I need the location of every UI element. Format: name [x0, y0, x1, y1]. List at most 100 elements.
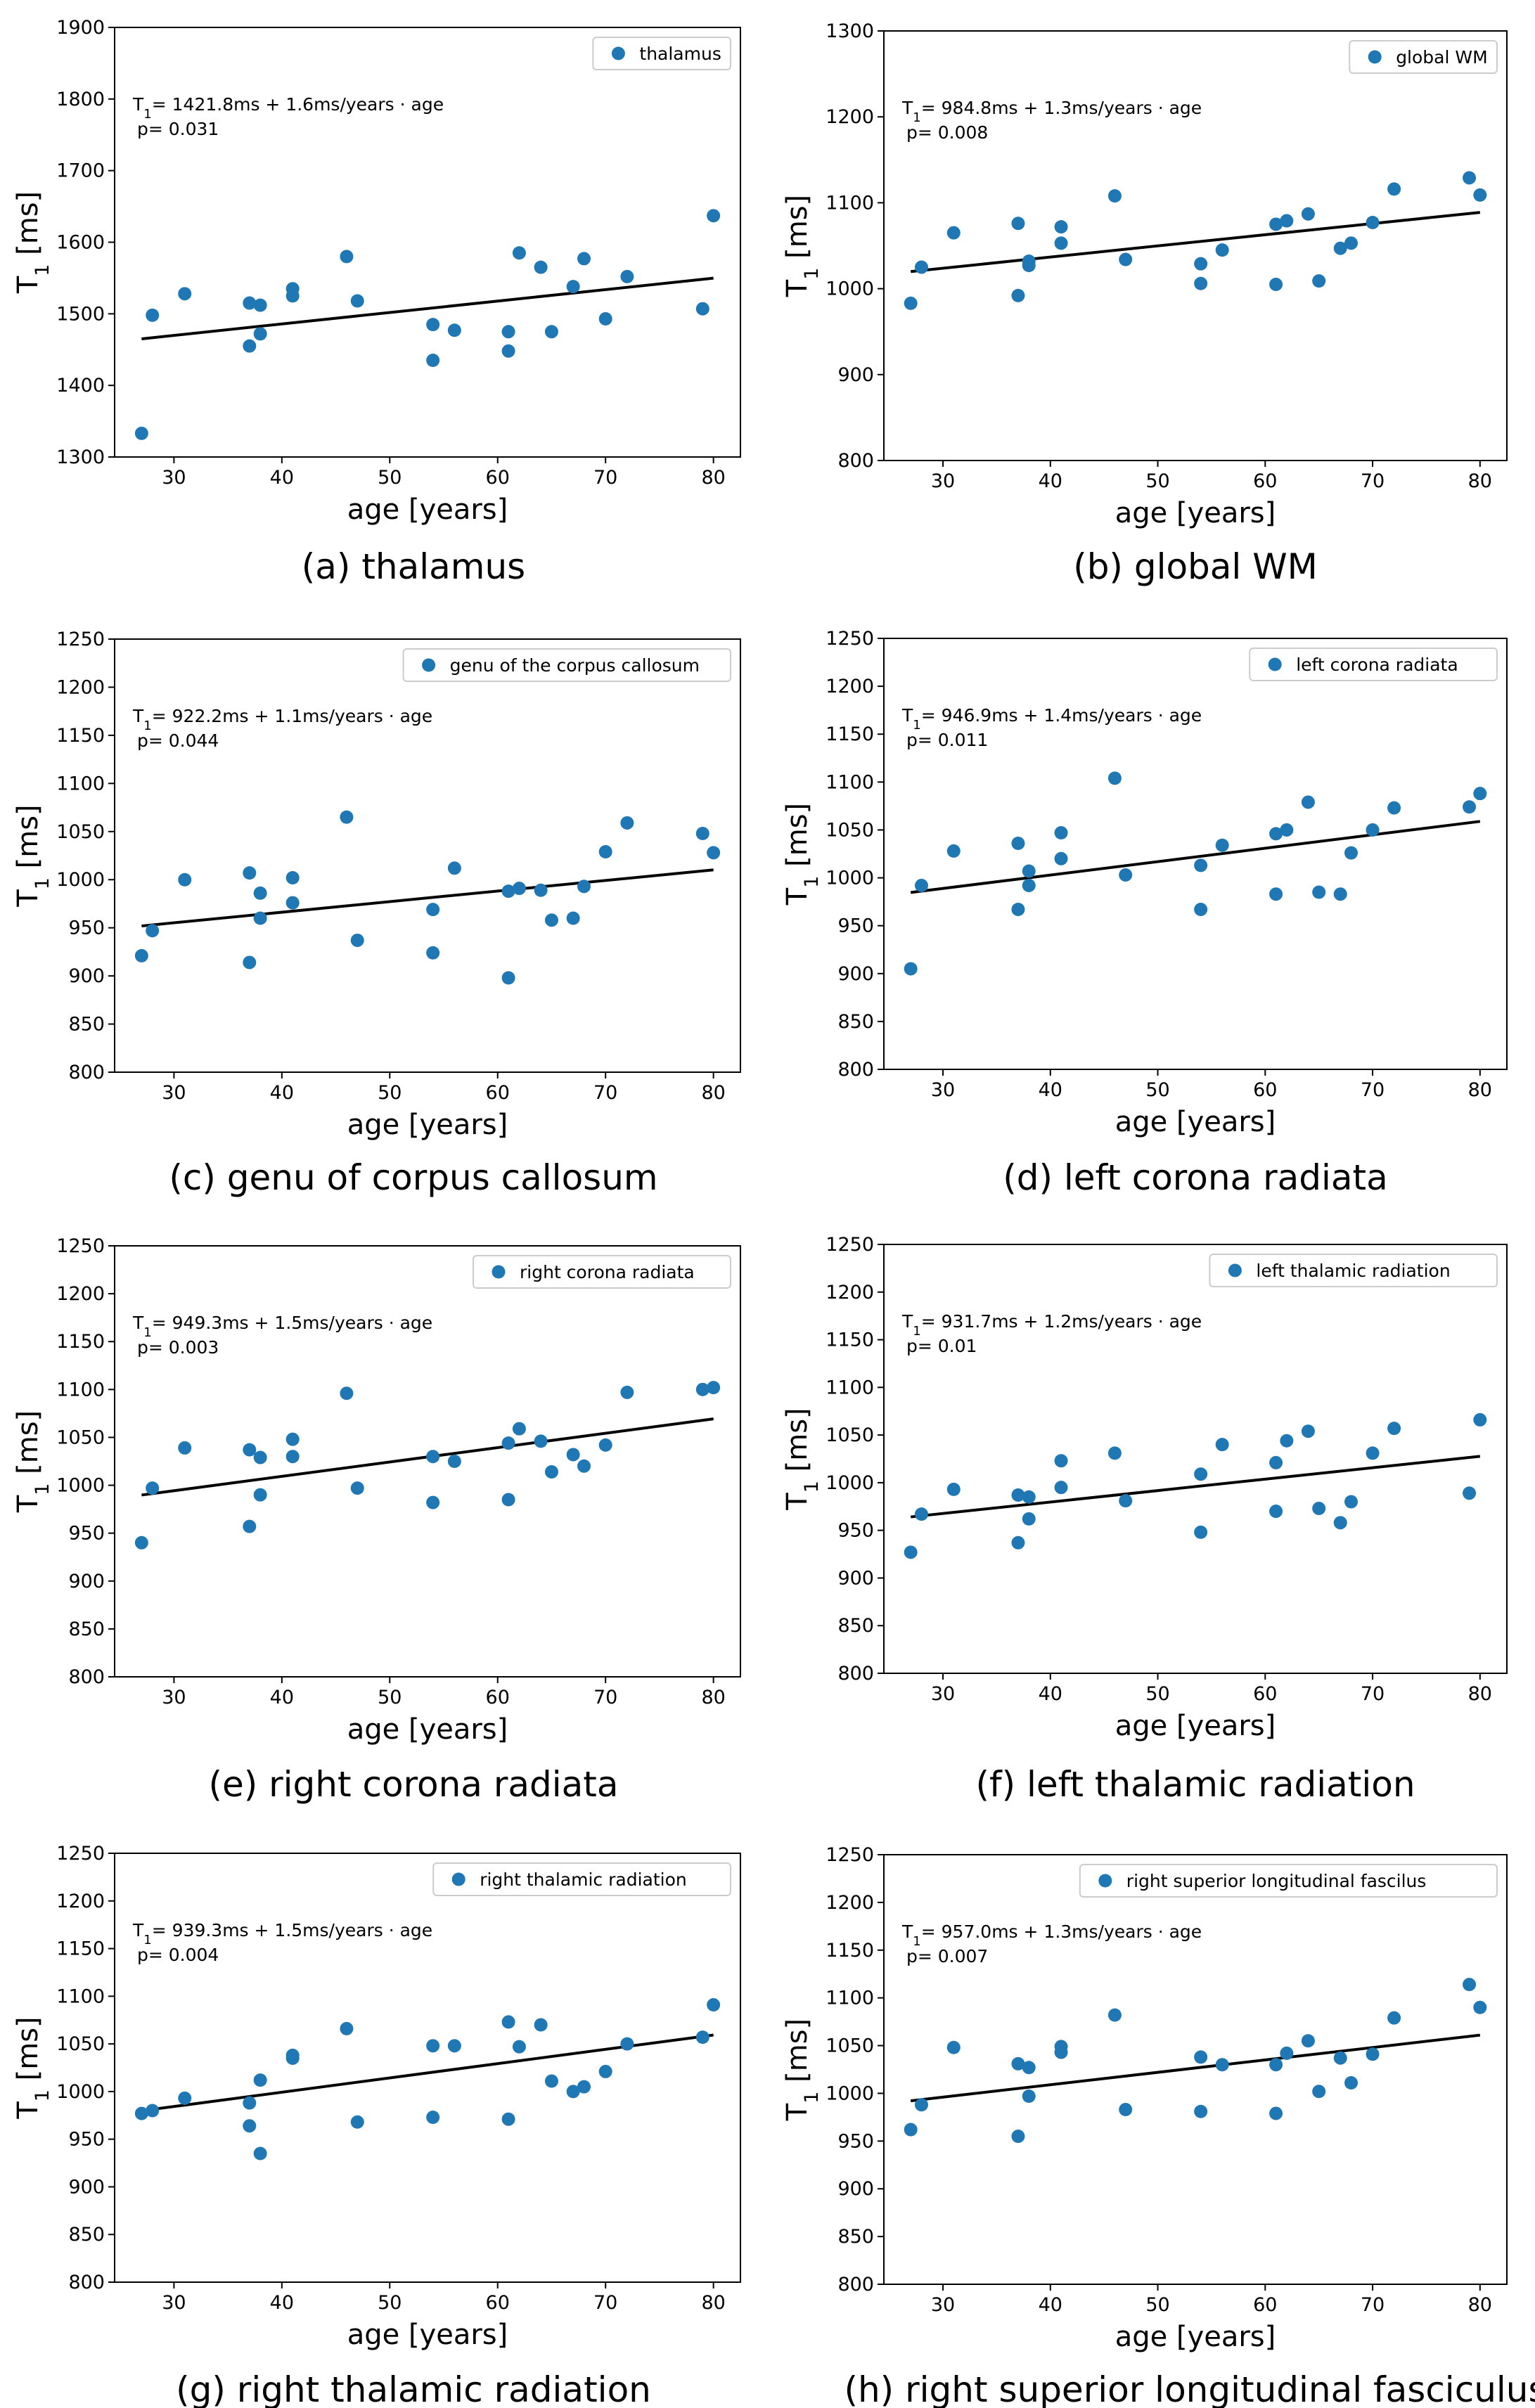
data-point — [695, 2030, 709, 2045]
data-point — [566, 2085, 580, 2099]
data-point — [598, 845, 612, 859]
data-point — [544, 325, 558, 339]
data-point — [1280, 2046, 1294, 2060]
y-tick-label: 1200 — [56, 1283, 105, 1305]
data-point — [134, 2106, 148, 2120]
data-point — [1119, 252, 1133, 266]
data-point — [285, 896, 300, 910]
x-tick-label: 70 — [593, 1082, 617, 1104]
fit-equation: T1= 984.8ms + 1.3ms/years · age — [901, 98, 1202, 125]
data-point — [253, 911, 267, 925]
data-point — [1280, 1434, 1294, 1448]
x-tick-label: 70 — [593, 2292, 617, 2314]
legend-box — [402, 648, 731, 682]
y-tick-label: 1250 — [826, 1234, 874, 1256]
p-value: p= 0.01 — [906, 1336, 977, 1356]
data-point — [447, 323, 461, 337]
data-point — [1269, 217, 1283, 231]
x-tick-label: 40 — [270, 2292, 294, 2314]
y-tick-label: 1150 — [826, 1940, 874, 1962]
x-tick-label: 80 — [1468, 1079, 1492, 1101]
data-point — [1194, 257, 1208, 271]
data-point — [577, 1459, 591, 1473]
data-point — [544, 2074, 558, 2088]
x-tick-label: 70 — [593, 1687, 617, 1708]
y-tick-label: 1300 — [826, 20, 874, 42]
data-point — [914, 260, 928, 274]
data-point — [1463, 1978, 1477, 1992]
data-point — [1312, 2085, 1326, 2099]
data-point — [1473, 787, 1487, 801]
data-point — [1054, 826, 1068, 840]
data-point — [904, 962, 918, 976]
data-point — [1387, 801, 1401, 815]
legend-marker — [1098, 1874, 1112, 1888]
legend-label: right thalamic radiation — [480, 1869, 687, 1890]
y-tick-label: 850 — [68, 1014, 105, 1036]
data-point — [1011, 288, 1025, 302]
data-point — [707, 846, 721, 860]
data-point — [501, 1493, 515, 1507]
chart-panel-f: 800 850 900 950 1000 1050 1100 1150 1200 1250 30 40… — [781, 1234, 1508, 1805]
data-point — [512, 882, 526, 896]
fit-equation: T1= 957.0ms + 1.3ms/years · age — [901, 1921, 1202, 1949]
data-point — [1301, 207, 1315, 221]
x-tick-label: 60 — [1253, 1683, 1277, 1705]
data-point — [134, 948, 148, 962]
x-tick-label: 60 — [1253, 1079, 1277, 1101]
data-point — [1269, 2058, 1283, 2072]
panel-caption: (h) right superior longitudinal fascicul… — [844, 2369, 1535, 2408]
y-tick-label: 1600 — [56, 232, 105, 254]
fit-equation: T1= 922.2ms + 1.1ms/years · age — [132, 706, 432, 733]
regression-line — [141, 276, 714, 340]
data-point — [534, 883, 548, 897]
y-tick-label: 850 — [68, 2224, 105, 2246]
data-point — [512, 2040, 526, 2054]
y-axis-label: T1 [ms] — [781, 2019, 823, 2121]
data-point — [1344, 1495, 1358, 1509]
data-point — [1473, 2000, 1487, 2014]
data-point — [1011, 903, 1025, 917]
x-tick-label: 40 — [1039, 1683, 1062, 1705]
chart-panel-a: 1300 1400 1500 1600 1700 1800 1900 30 40 50 60 70 80… — [12, 17, 741, 587]
data-point — [1107, 771, 1122, 785]
data-point — [426, 318, 440, 332]
data-point — [340, 250, 354, 264]
y-tick-label: 1100 — [56, 773, 105, 794]
plot-frame — [883, 1854, 1508, 2285]
y-tick-label: 1250 — [56, 1235, 105, 1257]
x-tick-label: 60 — [1253, 2294, 1277, 2316]
legend-marker — [1268, 657, 1282, 671]
data-point — [1054, 2045, 1068, 2059]
y-tick-label: 800 — [837, 1663, 874, 1685]
chart-panel-e: 800 850 900 950 1000 1050 1100 1150 1200 1250 30 40… — [12, 1235, 741, 1805]
chart-panel-b: 800 900 1000 1100 1200 1300 30 40 50 60 70 80 age [y… — [781, 20, 1508, 587]
chart-panel-h: 800 850 900 950 1000 1050 1100 1150 1200 1250 30 40… — [781, 1844, 1535, 2408]
data-point — [1022, 2090, 1036, 2104]
data-point — [285, 1432, 300, 1446]
data-point — [914, 878, 928, 892]
y-tick-label: 1000 — [56, 1475, 105, 1497]
x-tick-label: 80 — [701, 1687, 725, 1708]
legend-box — [432, 1862, 731, 1896]
y-tick-label: 1200 — [826, 1892, 874, 1914]
data-point — [447, 1455, 461, 1468]
data-point — [577, 252, 591, 266]
data-point — [1344, 846, 1358, 860]
y-tick-label: 1000 — [56, 869, 105, 891]
legend-marker — [611, 46, 625, 60]
data-point — [501, 2015, 515, 2029]
data-point — [707, 1998, 721, 2012]
data-point — [253, 1450, 267, 1464]
x-tick-label: 30 — [162, 467, 186, 489]
y-tick-label: 1300 — [56, 446, 105, 468]
y-axis-label: T1 [ms] — [12, 1410, 53, 1513]
p-value: p= 0.007 — [906, 1946, 988, 1966]
data-point — [501, 344, 515, 358]
data-point — [501, 971, 515, 985]
data-point — [253, 1488, 267, 1502]
y-tick-label: 900 — [837, 364, 874, 386]
data-point — [1022, 878, 1036, 892]
data-point — [544, 913, 558, 927]
